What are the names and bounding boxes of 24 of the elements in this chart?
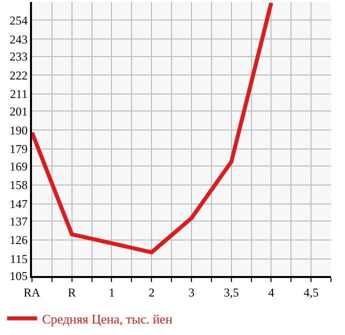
x-tick-label: 2 [148, 285, 155, 300]
y-tick-label: 126 [10, 233, 28, 248]
y-tick-label: 105 [10, 269, 28, 284]
y-tick-label: 190 [10, 123, 28, 138]
x-tick-label: RA [24, 285, 41, 300]
x-tick-label: 3 [188, 285, 194, 300]
x-tick-label: 4,5 [304, 285, 319, 300]
x-tick-label: 4 [268, 285, 274, 300]
legend-label: Средняя Цена, тыс. йен [42, 311, 172, 326]
y-tick-label: 254 [10, 13, 28, 28]
y-tick-label: 201 [10, 104, 28, 118]
y-tick-label: 211 [10, 87, 28, 102]
y-tick-label: 243 [10, 32, 28, 46]
x-tick-label: R [68, 285, 76, 300]
y-tick-label: 233 [10, 49, 28, 64]
y-tick-label: 158 [10, 178, 28, 192]
y-tick-label: 147 [10, 197, 28, 212]
x-tick-label: 1 [108, 285, 115, 300]
y-tick-label: 137 [10, 214, 28, 228]
x-tick-label: 3,5 [224, 285, 239, 300]
y-tick-label: 222 [10, 68, 28, 82]
y-tick-label: 169 [10, 159, 28, 174]
y-tick-label: 179 [10, 142, 28, 156]
y-tick-label: 115 [10, 252, 28, 266]
